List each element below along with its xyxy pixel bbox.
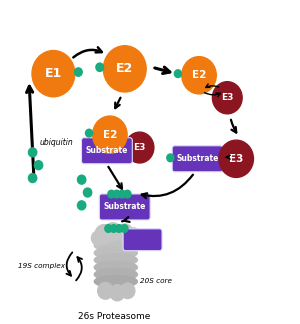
FancyArrowPatch shape xyxy=(108,167,122,189)
FancyArrowPatch shape xyxy=(142,175,193,198)
Text: 20S core: 20S core xyxy=(140,278,172,284)
Circle shape xyxy=(124,190,131,198)
Circle shape xyxy=(83,188,92,197)
Circle shape xyxy=(125,132,154,163)
Circle shape xyxy=(118,190,126,198)
Ellipse shape xyxy=(94,254,137,266)
FancyArrowPatch shape xyxy=(73,47,102,57)
Circle shape xyxy=(28,148,37,157)
Circle shape xyxy=(85,129,93,137)
Circle shape xyxy=(108,190,115,198)
FancyArrowPatch shape xyxy=(76,257,82,281)
Circle shape xyxy=(127,228,141,243)
Circle shape xyxy=(95,225,113,244)
FancyArrowPatch shape xyxy=(206,84,219,87)
Circle shape xyxy=(116,225,123,232)
Circle shape xyxy=(93,116,127,153)
Ellipse shape xyxy=(94,239,137,252)
FancyArrowPatch shape xyxy=(66,252,72,276)
Text: ubiquitin: ubiquitin xyxy=(40,138,74,146)
Circle shape xyxy=(174,70,182,77)
Circle shape xyxy=(32,51,75,97)
Text: E3: E3 xyxy=(134,143,146,152)
Circle shape xyxy=(121,283,135,298)
FancyArrowPatch shape xyxy=(115,98,121,108)
Circle shape xyxy=(182,57,216,94)
FancyBboxPatch shape xyxy=(99,194,150,220)
FancyArrowPatch shape xyxy=(205,93,220,97)
Circle shape xyxy=(212,82,242,114)
Text: 26s Proteasome: 26s Proteasome xyxy=(78,312,151,321)
Ellipse shape xyxy=(94,275,137,288)
Circle shape xyxy=(28,174,37,182)
Circle shape xyxy=(167,154,174,162)
Circle shape xyxy=(74,68,82,76)
Text: E1: E1 xyxy=(45,67,62,80)
FancyArrowPatch shape xyxy=(27,86,34,179)
Circle shape xyxy=(77,201,86,210)
Text: 19S complex: 19S complex xyxy=(18,263,65,269)
Text: E3: E3 xyxy=(221,93,233,102)
Circle shape xyxy=(110,225,117,232)
Circle shape xyxy=(116,224,133,242)
Circle shape xyxy=(92,231,104,245)
FancyArrowPatch shape xyxy=(231,120,236,133)
Text: Substrate: Substrate xyxy=(176,154,219,163)
Ellipse shape xyxy=(94,247,137,259)
Circle shape xyxy=(77,175,86,184)
Text: E2: E2 xyxy=(116,62,134,75)
FancyArrowPatch shape xyxy=(122,217,130,222)
Circle shape xyxy=(121,225,128,232)
Circle shape xyxy=(104,223,121,241)
FancyArrowPatch shape xyxy=(226,155,230,159)
Circle shape xyxy=(110,285,125,301)
Text: Substrate: Substrate xyxy=(86,146,128,155)
FancyBboxPatch shape xyxy=(82,138,132,164)
FancyArrowPatch shape xyxy=(155,67,170,74)
Text: Substrate: Substrate xyxy=(103,202,146,212)
Circle shape xyxy=(98,283,113,299)
Text: E2: E2 xyxy=(103,130,117,140)
Circle shape xyxy=(103,46,146,92)
FancyBboxPatch shape xyxy=(123,229,162,251)
FancyBboxPatch shape xyxy=(172,146,223,172)
Text: E2: E2 xyxy=(192,70,206,80)
Circle shape xyxy=(105,225,112,232)
Circle shape xyxy=(96,63,103,71)
Circle shape xyxy=(219,140,254,178)
Ellipse shape xyxy=(94,268,137,281)
Circle shape xyxy=(34,161,43,170)
Ellipse shape xyxy=(94,261,137,273)
Text: E3: E3 xyxy=(229,154,243,164)
Circle shape xyxy=(113,190,120,198)
